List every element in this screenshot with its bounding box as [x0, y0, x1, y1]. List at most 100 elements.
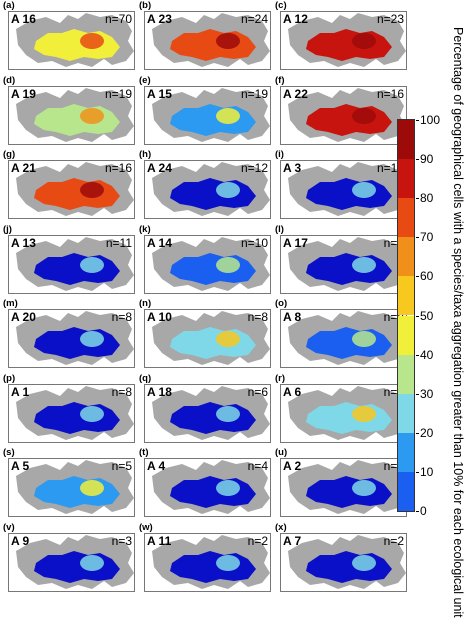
map-svg: [280, 532, 407, 592]
unit-label: A 6: [283, 384, 302, 399]
colorbar-tick-mark: [416, 237, 419, 239]
colorbar-tick-mark: [416, 471, 419, 473]
ecological-unit-hotspot: [352, 405, 376, 422]
colorbar-tick-label: 100: [420, 113, 441, 127]
colorbar-tick-label: 20: [420, 425, 434, 440]
panel-letter: (j): [3, 223, 12, 235]
unit-label: A 3: [283, 161, 302, 175]
ecological-unit-hotspot: [352, 331, 376, 347]
colorbar-tick-mark: [416, 159, 419, 161]
panel-letter: (g): [3, 149, 16, 160]
map-panel: (v) A 9 n=3: [2, 521, 135, 593]
map-svg: [8, 309, 135, 368]
unit-label: A 21: [11, 161, 36, 175]
unit-label: A 9: [11, 533, 30, 548]
colorbar-ticks: 100 90 80 70 60 50 40 30 20 10 0: [416, 113, 446, 518]
ecological-unit-hotspot: [352, 182, 376, 198]
panel-letter: (t): [139, 447, 149, 458]
map-svg: [280, 383, 407, 443]
map-panel: (w) A 11 n=2: [138, 521, 271, 593]
panel-letter: (v): [3, 521, 15, 533]
map-panel: (o) A 8 n=8: [274, 298, 407, 369]
sample-count: n=19: [104, 86, 132, 101]
map-svg: [144, 309, 271, 368]
panel-letter: (s): [3, 447, 15, 458]
ecological-unit-hotspot: [80, 182, 104, 198]
sample-count: n=16: [104, 161, 132, 175]
ecological-unit-hotspot: [80, 33, 104, 49]
sample-count: n=16: [376, 86, 404, 101]
ecological-unit-hotspot: [80, 405, 104, 422]
map-panel: (u) A 2 n=4: [274, 447, 407, 518]
ecological-unit-hotspot: [80, 331, 104, 347]
map-svg: [144, 383, 271, 443]
ecological-unit-hotspot: [80, 256, 104, 273]
panel-letter: (d): [3, 74, 16, 86]
colorbar-tick-mark: [416, 511, 419, 512]
map-panel: (d) A 19 n=19: [2, 74, 135, 146]
map-svg: [8, 458, 135, 517]
unit-label: A 19: [11, 86, 36, 101]
map-svg: [8, 160, 135, 219]
colorbar-tick-label: 10: [420, 464, 434, 479]
colorbar-segment: [398, 354, 414, 394]
map-panel: (l) A 17 n=9: [274, 223, 407, 295]
colorbar-segment: [398, 198, 414, 238]
ecological-unit-hotspot: [80, 554, 104, 571]
sample-count: n=11: [105, 235, 132, 250]
map-panel: (r) A 6 n=5: [274, 373, 407, 444]
panel-letter: (a): [3, 0, 15, 11]
unit-label: A 13: [11, 235, 36, 250]
map-panel: (e) A 15 n=19: [138, 75, 271, 146]
unit-label: A 20: [11, 310, 36, 324]
panel-letter: (p): [3, 372, 16, 384]
colorbar-segment: [398, 237, 414, 277]
map-svg: [144, 532, 271, 592]
ecological-unit-hotspot: [352, 107, 376, 124]
colorbar-segment: [398, 276, 414, 316]
map-panel: (k) A 14 n=10: [138, 224, 271, 295]
sample-count: n=2: [383, 533, 404, 548]
panel-letter: (x): [275, 521, 287, 533]
colorbar-tick-mark: [416, 432, 419, 434]
panel-letter: (w): [139, 521, 153, 533]
sample-count: n=12: [376, 161, 404, 175]
ecological-unit-hotspot: [352, 554, 376, 571]
unit-label: A 24: [147, 161, 172, 175]
map-svg: [280, 11, 407, 70]
colorbar-segment: [398, 432, 414, 472]
colorbar-segment: [398, 471, 414, 511]
map-svg: [8, 85, 135, 145]
map-panel: (c) A 12 n=23: [274, 0, 407, 71]
map-svg: [8, 234, 135, 294]
unit-label: A 4: [147, 459, 166, 473]
sample-count: n=6: [247, 384, 268, 399]
map-svg: [144, 160, 271, 219]
colorbar-tick-label: 30: [420, 386, 434, 401]
unit-label: A 14: [147, 235, 172, 250]
sample-count: n=3: [111, 533, 132, 548]
map-svg: [280, 309, 407, 368]
colorbar-tick-label: 80: [420, 191, 434, 206]
sample-count: n=10: [240, 235, 268, 250]
sample-count: n=70: [104, 12, 132, 26]
map-svg: [8, 383, 135, 443]
ecological-unit-hotspot: [216, 182, 240, 198]
ecological-unit-hotspot: [216, 107, 240, 124]
sample-count: n=24: [240, 12, 268, 26]
colorbar-tick-label: 90: [420, 152, 434, 167]
colorbar-label: Percentage of geographical cells with a …: [451, 27, 465, 618]
map-panel: (s) A 5 n=5: [2, 447, 135, 518]
map-svg: [280, 234, 407, 294]
map-svg: [280, 85, 407, 145]
panel-letter: (c): [275, 0, 287, 11]
colorbar-segment: [398, 159, 414, 199]
panel-letter: (l): [275, 223, 284, 235]
panel-letter: (h): [139, 149, 152, 160]
panel-letter: (i): [275, 149, 284, 160]
panel-letter: (m): [3, 298, 18, 309]
map-panel: (t) A 4 n=4: [138, 447, 271, 518]
map-panel: (f) A 22 n=16: [274, 74, 407, 146]
sample-count: n=4: [247, 459, 268, 473]
panel-letter: (f): [275, 74, 285, 86]
